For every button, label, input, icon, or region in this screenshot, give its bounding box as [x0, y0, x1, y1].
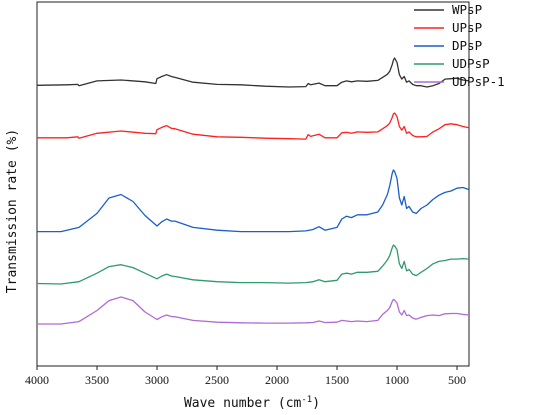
x-axis-title-main: Wave number (cm [184, 396, 302, 411]
x-tick-label: 3000 [145, 373, 169, 387]
x-tick-label: 4000 [25, 373, 49, 387]
series-line-udpsp [36, 244, 470, 285]
legend: WPsP UPsP DPsP UDPsP UDPsP-1 [414, 2, 505, 89]
x-axis-title-close: ) [312, 396, 320, 411]
legend-label-upsp: UPsP [452, 20, 482, 35]
spectra-lines [36, 57, 470, 325]
x-tick-label: 2500 [205, 373, 229, 387]
legend-label-wpsp: WPsP [452, 2, 482, 17]
x-tick-label: 1500 [325, 373, 349, 387]
legend-label-udpsp: UDPsP [452, 56, 490, 71]
x-axis-title-superscript: -1 [301, 395, 312, 405]
x-axis-title: Wave number (cm-1) [184, 395, 320, 411]
series-line-upsp [37, 112, 470, 140]
series-line-udpsp-1 [37, 296, 470, 325]
x-tick-label: 2000 [265, 373, 289, 387]
legend-label-dpsp: DPsP [452, 38, 482, 53]
x-tick-label: 1000 [385, 373, 409, 387]
series-line-wpsp [36, 57, 470, 88]
x-tick-label: 3500 [85, 373, 109, 387]
x-tick-label: 500 [448, 373, 466, 387]
legend-label-udpsp-1: UDPsP-1 [452, 74, 505, 89]
x-axis: 4000 3500 3000 2500 2000 1500 1000 500 [25, 366, 466, 387]
y-axis-title: Transmission rate (%) [5, 129, 20, 293]
series-line-dpsp [37, 169, 470, 233]
plot-frame [36, 1, 470, 367]
